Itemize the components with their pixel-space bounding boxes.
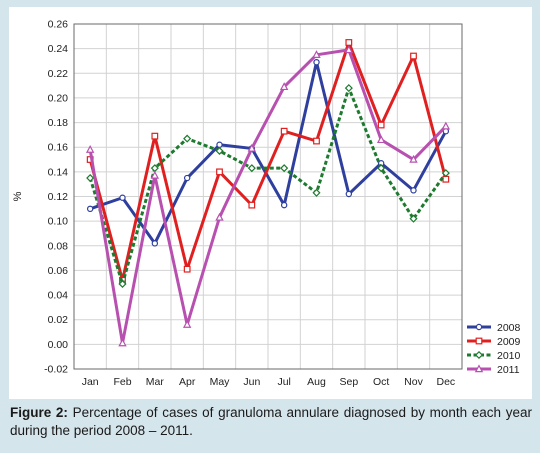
legend-label-2011: 2011 (497, 364, 520, 376)
data-point-2010 (183, 134, 192, 143)
series-line-2011 (88, 48, 447, 345)
series-line-2009 (88, 40, 448, 282)
x-tick-label: Apr (179, 376, 196, 388)
data-point-2008 (216, 141, 223, 148)
data-point-2009 (410, 52, 417, 60)
series-2009 (86, 39, 450, 284)
x-tick-label: Jun (243, 376, 260, 388)
data-point-2009 (216, 168, 223, 176)
y-tick-label: 0.16 (48, 142, 69, 154)
data-point-2009 (345, 39, 353, 46)
data-point-2011 (85, 145, 95, 153)
data-point-2008 (280, 201, 288, 209)
x-tick-label: Aug (307, 376, 326, 388)
data-point-2011 (118, 338, 127, 347)
x-tick-label: Feb (113, 376, 131, 388)
y-tick-label: 0.10 (48, 216, 69, 228)
grid (73, 23, 463, 370)
y-tick-label: 0.22 (48, 68, 69, 80)
data-point-2010 (409, 214, 418, 223)
data-point-2010 (377, 164, 386, 173)
plot-border (73, 23, 463, 370)
data-point-2010 (344, 84, 353, 93)
data-point-2009 (248, 201, 256, 209)
data-point-2008 (119, 194, 126, 201)
data-point-2009 (442, 175, 450, 183)
legend-marker-2011 (474, 364, 484, 373)
series-2010 (86, 84, 450, 289)
data-point-2009 (377, 121, 385, 129)
data-point-2008 (183, 174, 191, 182)
data-point-2008 (410, 187, 417, 194)
legend-label-2010: 2010 (497, 350, 521, 362)
data-point-2011 (150, 170, 160, 179)
x-tick-label: Oct (373, 376, 389, 388)
data-point-2010 (215, 146, 224, 155)
y-tick-label: 0.04 (48, 290, 69, 302)
x-tick-label: Dec (436, 376, 455, 388)
x-tick-label: Mar (146, 376, 165, 388)
figure-caption: Figure 2: Percentage of cases of granulo… (10, 404, 532, 440)
data-point-2011 (215, 212, 224, 221)
data-point-2010 (280, 164, 289, 173)
data-point-2011 (312, 50, 321, 59)
data-point-2009 (183, 265, 191, 273)
y-tick-label: 0.24 (48, 43, 69, 55)
data-point-2008 (151, 240, 159, 247)
data-point-2008 (313, 58, 320, 66)
data-point-2009 (313, 137, 320, 145)
data-point-2010 (247, 164, 256, 173)
data-point-2011 (247, 143, 257, 152)
data-point-2008 (345, 190, 353, 198)
legend-marker-2008 (475, 323, 483, 331)
caption-label: Figure 2: (10, 405, 68, 420)
y-tick-label: 0.12 (48, 191, 69, 203)
line-chart: 0.26 0.24 0.22 0.20 0.18 0.16 0.14 0.12 0.10 0.08… (12, 19, 521, 389)
y-tick-label: -0.02 (44, 364, 68, 376)
y-tick-label: 0.02 (48, 314, 69, 326)
data-point-2011 (376, 135, 386, 144)
legend-label-2009: 2009 (497, 336, 521, 348)
y-tick-label: 0.20 (48, 92, 69, 104)
data-point-2008 (86, 205, 94, 213)
series-line-2010 (88, 86, 448, 286)
data-point-2011 (344, 45, 354, 54)
data-point-2010 (441, 169, 450, 178)
data-point-2010 (86, 173, 95, 183)
figure-panel: 0.26 0.24 0.22 0.20 0.18 0.16 0.14 0.12 0.10 0.08… (9, 7, 532, 399)
x-tick-label: Nov (404, 376, 423, 388)
y-tick-label: 0.06 (48, 265, 69, 277)
data-point-2011 (409, 154, 418, 163)
x-tick-label: Jul (277, 376, 290, 388)
data-point-2011 (279, 82, 289, 91)
data-point-2011 (441, 121, 451, 130)
data-point-2010 (312, 188, 321, 197)
x-tick-label: May (210, 376, 231, 388)
legend-label-2008: 2008 (497, 322, 521, 334)
legend: 2008 2009 2010 2011 (467, 322, 521, 376)
y-tick-label: 0.00 (48, 339, 69, 351)
x-tick-label: Jan (82, 376, 99, 388)
x-tick-label: Sep (339, 376, 358, 388)
y-tick-label: 0.14 (48, 166, 69, 178)
series-line-2008 (89, 60, 448, 245)
series-2011 (85, 45, 451, 347)
data-point-2011 (182, 319, 192, 328)
y-tick-label: 0.08 (48, 240, 69, 252)
legend-marker-2010 (474, 350, 484, 360)
data-point-2009 (280, 127, 288, 135)
y-tick-label: 0.18 (48, 117, 69, 129)
y-tick-label: 0.26 (48, 19, 69, 31)
data-point-2010 (118, 279, 127, 289)
legend-marker-2009 (475, 337, 483, 345)
y-axis-label: % (12, 191, 24, 201)
data-point-2009 (151, 132, 159, 140)
caption-text: Percentage of cases of granuloma annular… (10, 405, 532, 438)
